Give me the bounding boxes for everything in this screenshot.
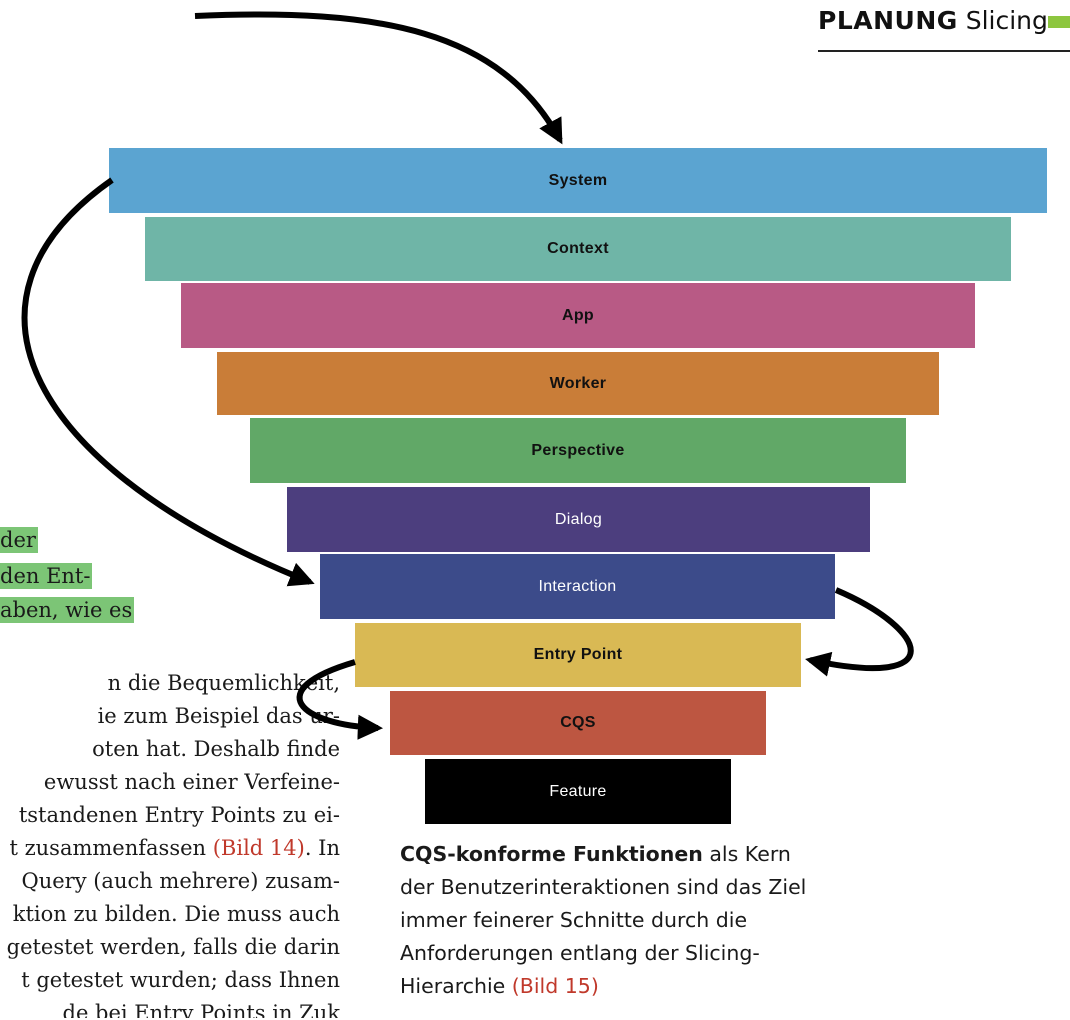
page-header: PLANUNG Slicing: [818, 4, 1070, 52]
funnel-level-app: App: [181, 283, 975, 348]
funnel-level-label: CQS: [560, 714, 596, 731]
caption-bold: CQS-konforme Funktionen: [400, 842, 703, 866]
funnel-level-perspective: Perspective: [250, 418, 906, 483]
funnel-level-label: App: [561, 306, 594, 324]
body-line: Query (auch mehrere) zusam-: [21, 869, 340, 893]
funnel-level-label: Perspective: [531, 441, 625, 459]
caption-figure-ref: (Bild 15): [511, 974, 599, 998]
highlighted-line: den Ent-: [0, 563, 93, 589]
funnel-level-system: System: [109, 148, 1047, 213]
figure-caption: CQS-konforme Funktionen als Kern der Ben…: [400, 838, 820, 1003]
arrow-entry-point-to-cqs: [296, 659, 384, 740]
funnel-level-entry-point: Entry Point: [355, 623, 801, 687]
arrow-system-to-interaction: [21, 177, 315, 587]
body-line: ktion zu bilden. Die muss auch: [12, 902, 340, 926]
funnel-level-label: Interaction: [538, 577, 617, 595]
body-line: tstandenen Entry Points zu ei-: [18, 803, 340, 827]
arrow-interaction-to-entry-point: [805, 587, 914, 677]
funnel-level-label: Entry Point: [533, 646, 623, 663]
funnel-level-label: System: [548, 171, 608, 189]
funnel-level-label: Context: [547, 240, 609, 257]
body-line: t getestet wurden; dass Ihnen: [21, 968, 340, 992]
highlighted-line: aben, wie es: [0, 597, 135, 623]
funnel-level-interaction: Interaction: [320, 554, 835, 619]
body-line: t zusammenfassen (Bild 14). In: [9, 836, 340, 860]
body-line: ie zum Beispiel das ur-: [97, 704, 340, 728]
arrow-into-system: [194, 11, 563, 145]
caption-text: als Kern der Benutzerinteraktionen sind …: [400, 842, 807, 998]
highlighted-line: der: [0, 527, 38, 553]
header-accent-mark: [1048, 16, 1070, 28]
body-line: oten hat. Deshalb finde: [92, 737, 340, 761]
funnel-level-cqs: CQS: [390, 691, 766, 755]
funnel-level-feature: Feature: [425, 759, 731, 824]
funnel-level-dialog: Dialog: [287, 487, 870, 552]
section-topic: Slicing: [965, 6, 1048, 35]
body-line: de bei Entry Points in Zuk: [62, 1001, 341, 1018]
section-title: PLANUNG: [818, 6, 958, 35]
funnel-level-label: Dialog: [554, 510, 603, 528]
funnel-level-label: Feature: [549, 782, 607, 800]
figure-ref: (Bild 14): [212, 836, 305, 860]
funnel-level-label: Worker: [549, 374, 607, 392]
funnel-level-worker: Worker: [217, 352, 939, 415]
funnel-level-context: Context: [145, 217, 1011, 281]
body-line: ewusst nach einer Verfeine-: [43, 770, 340, 794]
body-line: getestet werden, falls die darin: [6, 935, 340, 959]
